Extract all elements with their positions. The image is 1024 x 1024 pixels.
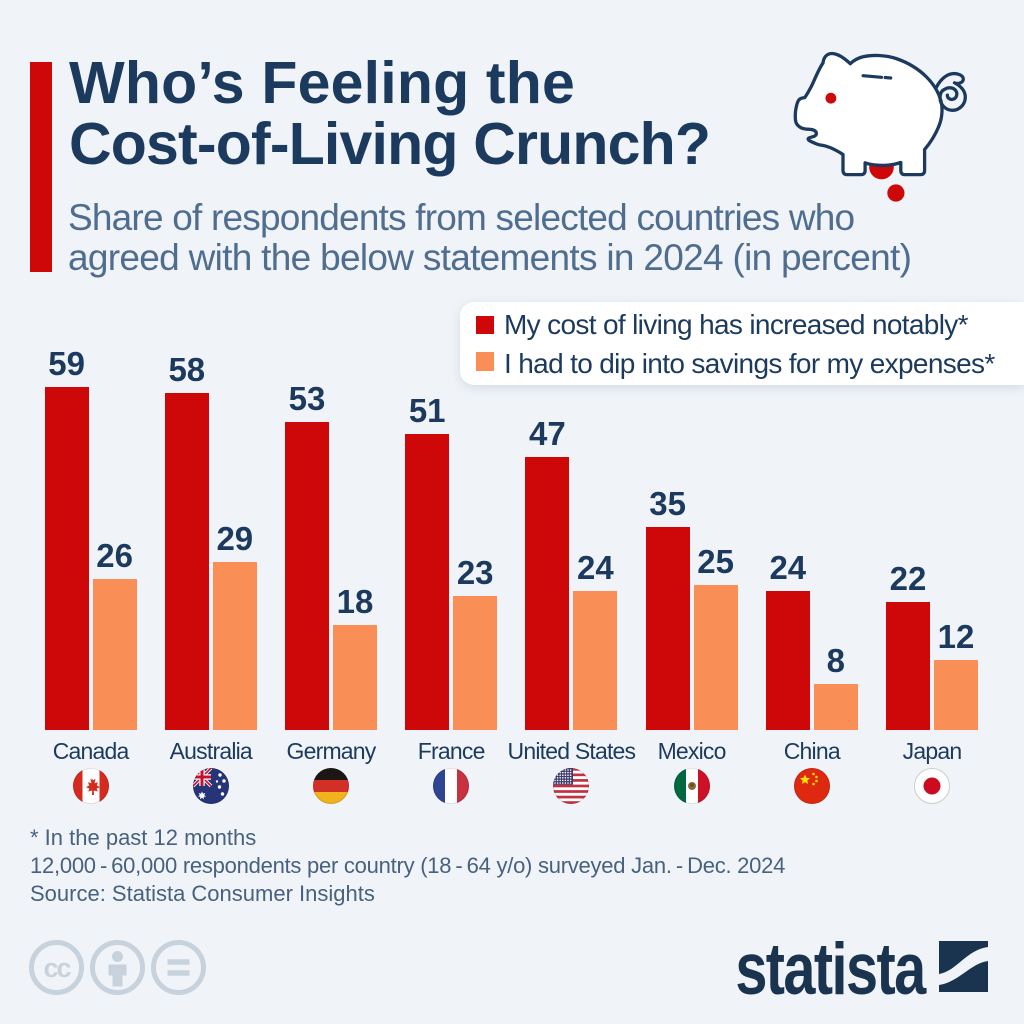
svg-text:cc: cc (43, 953, 71, 983)
